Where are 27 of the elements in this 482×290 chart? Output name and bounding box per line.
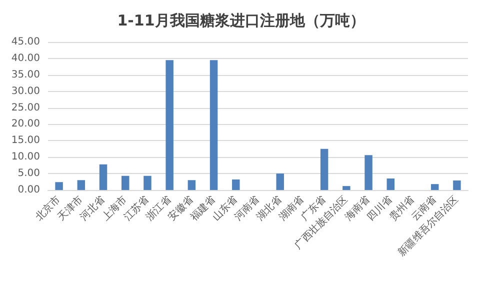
- y-tick-label: 45.00: [11, 36, 40, 48]
- bar: [55, 182, 63, 190]
- y-tick-label: 40.00: [11, 52, 40, 64]
- chart-title: 1-11月我国糖浆进口注册地（万吨）: [117, 12, 365, 30]
- y-tick-label: 25.00: [11, 102, 40, 114]
- bar: [453, 180, 461, 190]
- y-tick-label: 30.00: [11, 86, 40, 97]
- y-tick-label: 20.00: [11, 118, 40, 130]
- bar: [364, 155, 372, 190]
- bar: [342, 186, 350, 190]
- bar: [386, 178, 394, 190]
- y-tick-label: 35.00: [11, 69, 40, 80]
- bar: [99, 164, 108, 190]
- bar: [166, 60, 174, 190]
- y-tick-label: 15.00: [11, 135, 40, 146]
- bar: [210, 60, 218, 190]
- bar: [320, 148, 328, 190]
- bar: [232, 179, 240, 190]
- bar: [276, 174, 284, 190]
- bar: [430, 184, 439, 190]
- y-tick-label: 5.00: [18, 168, 40, 180]
- bar: [188, 180, 196, 190]
- bar: [122, 176, 130, 190]
- y-tick-label: 10.00: [11, 152, 40, 163]
- bar: [144, 176, 152, 190]
- bar: [77, 180, 86, 190]
- y-tick-label: 0.00: [18, 184, 40, 196]
